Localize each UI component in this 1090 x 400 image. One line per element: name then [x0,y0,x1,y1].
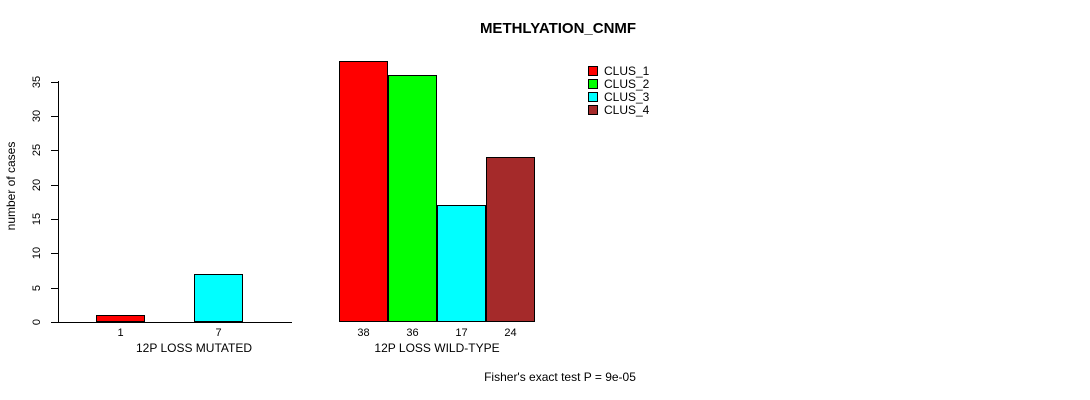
y-tick [51,81,58,83]
y-tick-label: 15 [31,212,43,226]
y-tick-label: 35 [31,75,43,88]
y-tick-label: 25 [31,144,43,157]
legend-label-clus_4: CLUS_4 [604,103,650,117]
y-axis-title: number of cases [4,141,18,231]
bar-value-label: 1 [117,327,124,339]
bar-value-label: 17 [455,327,468,339]
y-tick-label: 10 [31,247,43,260]
y-tick [51,253,58,255]
legend-swatch-clus_2 [588,79,598,89]
y-tick-label: 0 [31,318,43,326]
bar-clus_2-group2 [388,74,437,322]
bar-clus_4-group2 [486,157,535,322]
y-tick-label: 20 [31,178,43,191]
y-tick-label: 30 [31,109,43,123]
legend-label-clus_3: CLUS_3 [604,90,650,104]
group-label-wild-type: 12P LOSS WILD-TYPE [374,341,500,355]
bar-clus_3-group2 [437,205,486,322]
bar-value-label: 38 [357,327,370,339]
legend-swatch-clus_1 [588,66,598,76]
y-tick [51,115,58,117]
y-tick [51,322,58,323]
chart-title: METHLYATION_CNMF [479,20,637,37]
group-label-mutated: 12P LOSS MUTATED [135,341,253,355]
legend-swatch-clus_4 [588,105,598,115]
x-axis-line [58,322,292,323]
y-tick-label: 5 [31,284,43,291]
annotation-text: Fisher's exact test P = 9e-05 [484,370,636,384]
legend-label-clus_2: CLUS_2 [604,77,650,91]
bar-clus_1-group2 [339,60,388,322]
legend-swatch-clus_3 [588,92,598,102]
y-tick [51,287,58,289]
bar-value-label: 36 [406,327,419,339]
bar-clus_1-group1 [96,315,145,322]
bar-value-label: 24 [504,327,517,339]
bar-clus_3-group1 [194,273,243,322]
y-axis-line [58,81,59,322]
bar-value-label: 7 [215,327,222,339]
y-tick [51,184,58,186]
legend-label-clus_1: CLUS_1 [604,64,650,78]
y-tick [51,218,58,220]
y-tick [51,150,58,152]
